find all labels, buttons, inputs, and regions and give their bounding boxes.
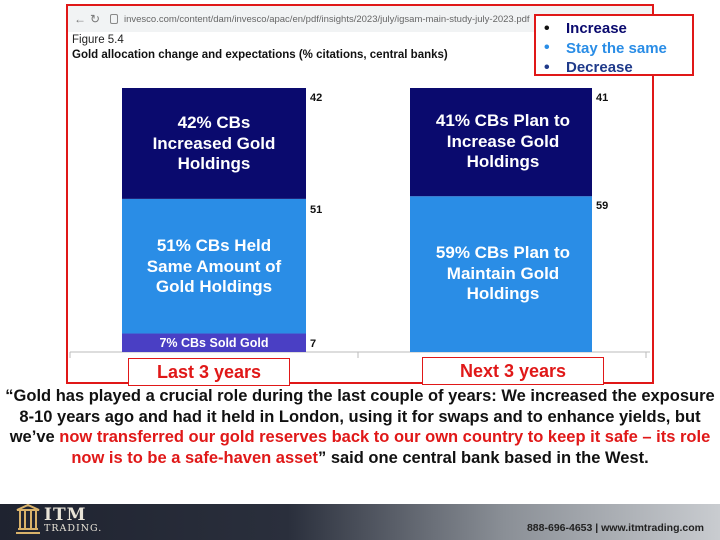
value-label-last-decrease: 7 [310,338,317,350]
category-label-next-3-years: Next 3 years [422,357,604,385]
bar-segment-decrease-0 [122,333,306,352]
back-arrow-icon[interactable]: ← [74,12,86,26]
legend-label: Decrease [566,59,633,77]
segment-text-next-same: 59% CBs Plan to Maintain Gold Holdings [435,243,571,304]
value-label-last-same: 51 [310,204,323,216]
bar-segment-stay-the-same-1 [410,196,592,352]
contact-info: 888-696-4653 | www.itmtrading.com [526,522,704,534]
bar-segment-increase-1 [410,88,592,197]
bullet-icon: • [544,39,550,57]
quote-highlight: now transferred our gold reserves back t… [59,428,711,467]
segment-text-last-decrease: 7% CBs Sold Gold [159,335,269,350]
bullet-icon: • [544,19,550,37]
logo-text: ITM [44,505,87,525]
footer-bar [0,504,720,540]
value-label-last-increase: 42 [310,92,323,104]
lock-icon [110,14,118,24]
url-text: invesco.com/content/dam/invesco/apac/en/… [124,14,530,25]
figure-label: Figure 5.4 [72,34,124,46]
segment-text-last-increase: 42% CBs Increased Gold Holdings [152,113,276,174]
reload-icon[interactable]: ↻ [90,12,101,26]
figure-title: Gold allocation change and expectations … [72,49,448,61]
logo-subtext: TRADING. [44,523,103,534]
bar-segment-increase-0 [122,88,306,199]
value-label-next-same: 59 [596,200,609,212]
central-bank-quote: “Gold has played a crucial role during t… [4,386,716,468]
legend-label: Stay the same [566,39,667,57]
value-label-next-increase: 41 [596,92,609,104]
legend-item-increase: • Increase [544,19,692,39]
legend-label: Increase [566,20,627,38]
quote-text-start: “Gold has played a crucial role during t… [5,387,715,446]
bullet-icon: • [544,58,550,76]
segment-text-next-increase: 41% CBs Plan to Increase Gold Holdings [435,111,571,172]
category-label-last-3-years: Last 3 years [128,358,290,386]
legend-item-decrease: • Decrease [544,58,692,78]
quote-text-end: ” said one central bank based in the Wes… [317,448,649,467]
legend-item-stay-same: • Stay the same [544,39,692,59]
itm-logo-icon [16,503,40,534]
segment-text-last-same: 51% CBs Held Same Amount of Gold Holding… [146,236,282,297]
chart-legend: • Increase • Stay the same • Decrease [534,14,694,76]
bar-segment-stay-the-same-0 [122,198,306,334]
